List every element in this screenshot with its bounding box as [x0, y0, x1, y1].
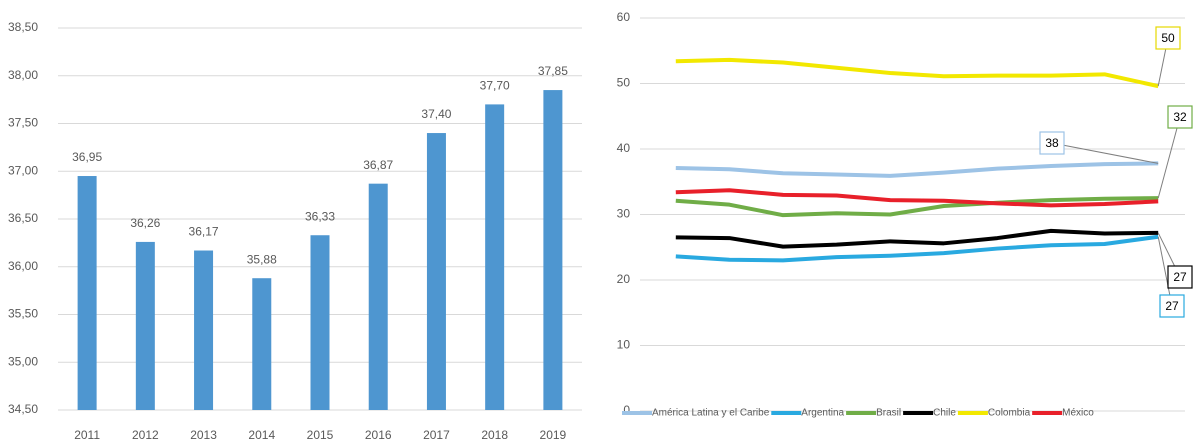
value-label: 35,88: [247, 252, 277, 266]
series-line: [675, 188, 1159, 208]
y-tick-label: 38,00: [8, 68, 38, 82]
x-tick-label: 2011: [74, 428, 100, 442]
x-tick-label: 2018: [481, 428, 508, 442]
legend-label: Colombia: [988, 408, 1031, 419]
y-tick-label: 36,50: [8, 211, 38, 225]
value-label: 36,17: [189, 225, 219, 239]
y-tick-label: 50: [617, 76, 631, 90]
bar: [543, 90, 563, 410]
x-tick-label: 2014: [248, 428, 275, 442]
label-box: [1167, 265, 1193, 289]
data-label: 38: [1045, 136, 1059, 150]
bar: [77, 176, 97, 410]
leader-line: [1157, 116, 1181, 199]
label-box: [1039, 131, 1065, 155]
bar: [252, 278, 272, 410]
bar: [194, 250, 214, 410]
x-tick-label: 2012: [132, 428, 159, 442]
bar: [368, 183, 388, 410]
value-label: 37,40: [421, 107, 451, 121]
value-label: 36,33: [305, 209, 335, 223]
y-tick-label: 0: [623, 403, 630, 417]
data-label: 50: [1161, 31, 1175, 45]
series-line: [675, 228, 1159, 249]
value-label: 36,95: [72, 150, 102, 164]
series-line: [675, 161, 1159, 178]
y-tick-label: 35,50: [8, 307, 38, 321]
x-tick-label: 2019: [540, 428, 567, 442]
x-tick-label: 2016: [365, 428, 392, 442]
bar: [310, 235, 330, 410]
data-label: 27: [1173, 270, 1187, 284]
label-box: [1155, 26, 1181, 50]
bar: [485, 104, 505, 411]
bar: [426, 133, 446, 411]
y-tick-label: 40: [617, 141, 631, 155]
y-tick-label: 30: [617, 207, 631, 221]
legend-label: Argentina: [801, 408, 844, 419]
series-line: [675, 196, 1159, 218]
y-tick-label: 10: [617, 338, 631, 352]
series-line: [675, 57, 1159, 89]
data-label: 32: [1173, 110, 1187, 124]
y-tick-label: 20: [617, 272, 631, 286]
y-tick-label: 37,50: [8, 116, 38, 130]
y-tick-label: 38,50: [8, 20, 38, 34]
value-label: 37,70: [480, 79, 510, 93]
x-tick-label: 2017: [423, 428, 450, 442]
label-box: [1167, 105, 1193, 129]
x-tick-label: 2013: [190, 428, 217, 442]
label-box: [1159, 294, 1185, 318]
value-label: 36,87: [363, 158, 393, 172]
legend-label: América Latina y el Caribe: [652, 408, 770, 419]
y-tick-label: 60: [617, 10, 631, 24]
value-label: 37,85: [538, 64, 568, 78]
x-tick-label: 2015: [307, 428, 334, 442]
y-tick-label: 35,00: [8, 354, 38, 368]
y-tick-label: 37,00: [8, 163, 38, 177]
y-tick-label: 34,50: [8, 402, 38, 416]
legend-label: México: [1062, 408, 1094, 419]
bar: [135, 241, 155, 410]
leader-line: [1051, 142, 1159, 164]
legend-label: Chile: [933, 408, 956, 419]
data-label: 27: [1165, 299, 1179, 313]
legend-label: Brasil: [876, 408, 901, 419]
series-line: [675, 234, 1159, 263]
y-tick-label: 36,00: [8, 259, 38, 273]
value-label: 36,26: [130, 216, 160, 230]
